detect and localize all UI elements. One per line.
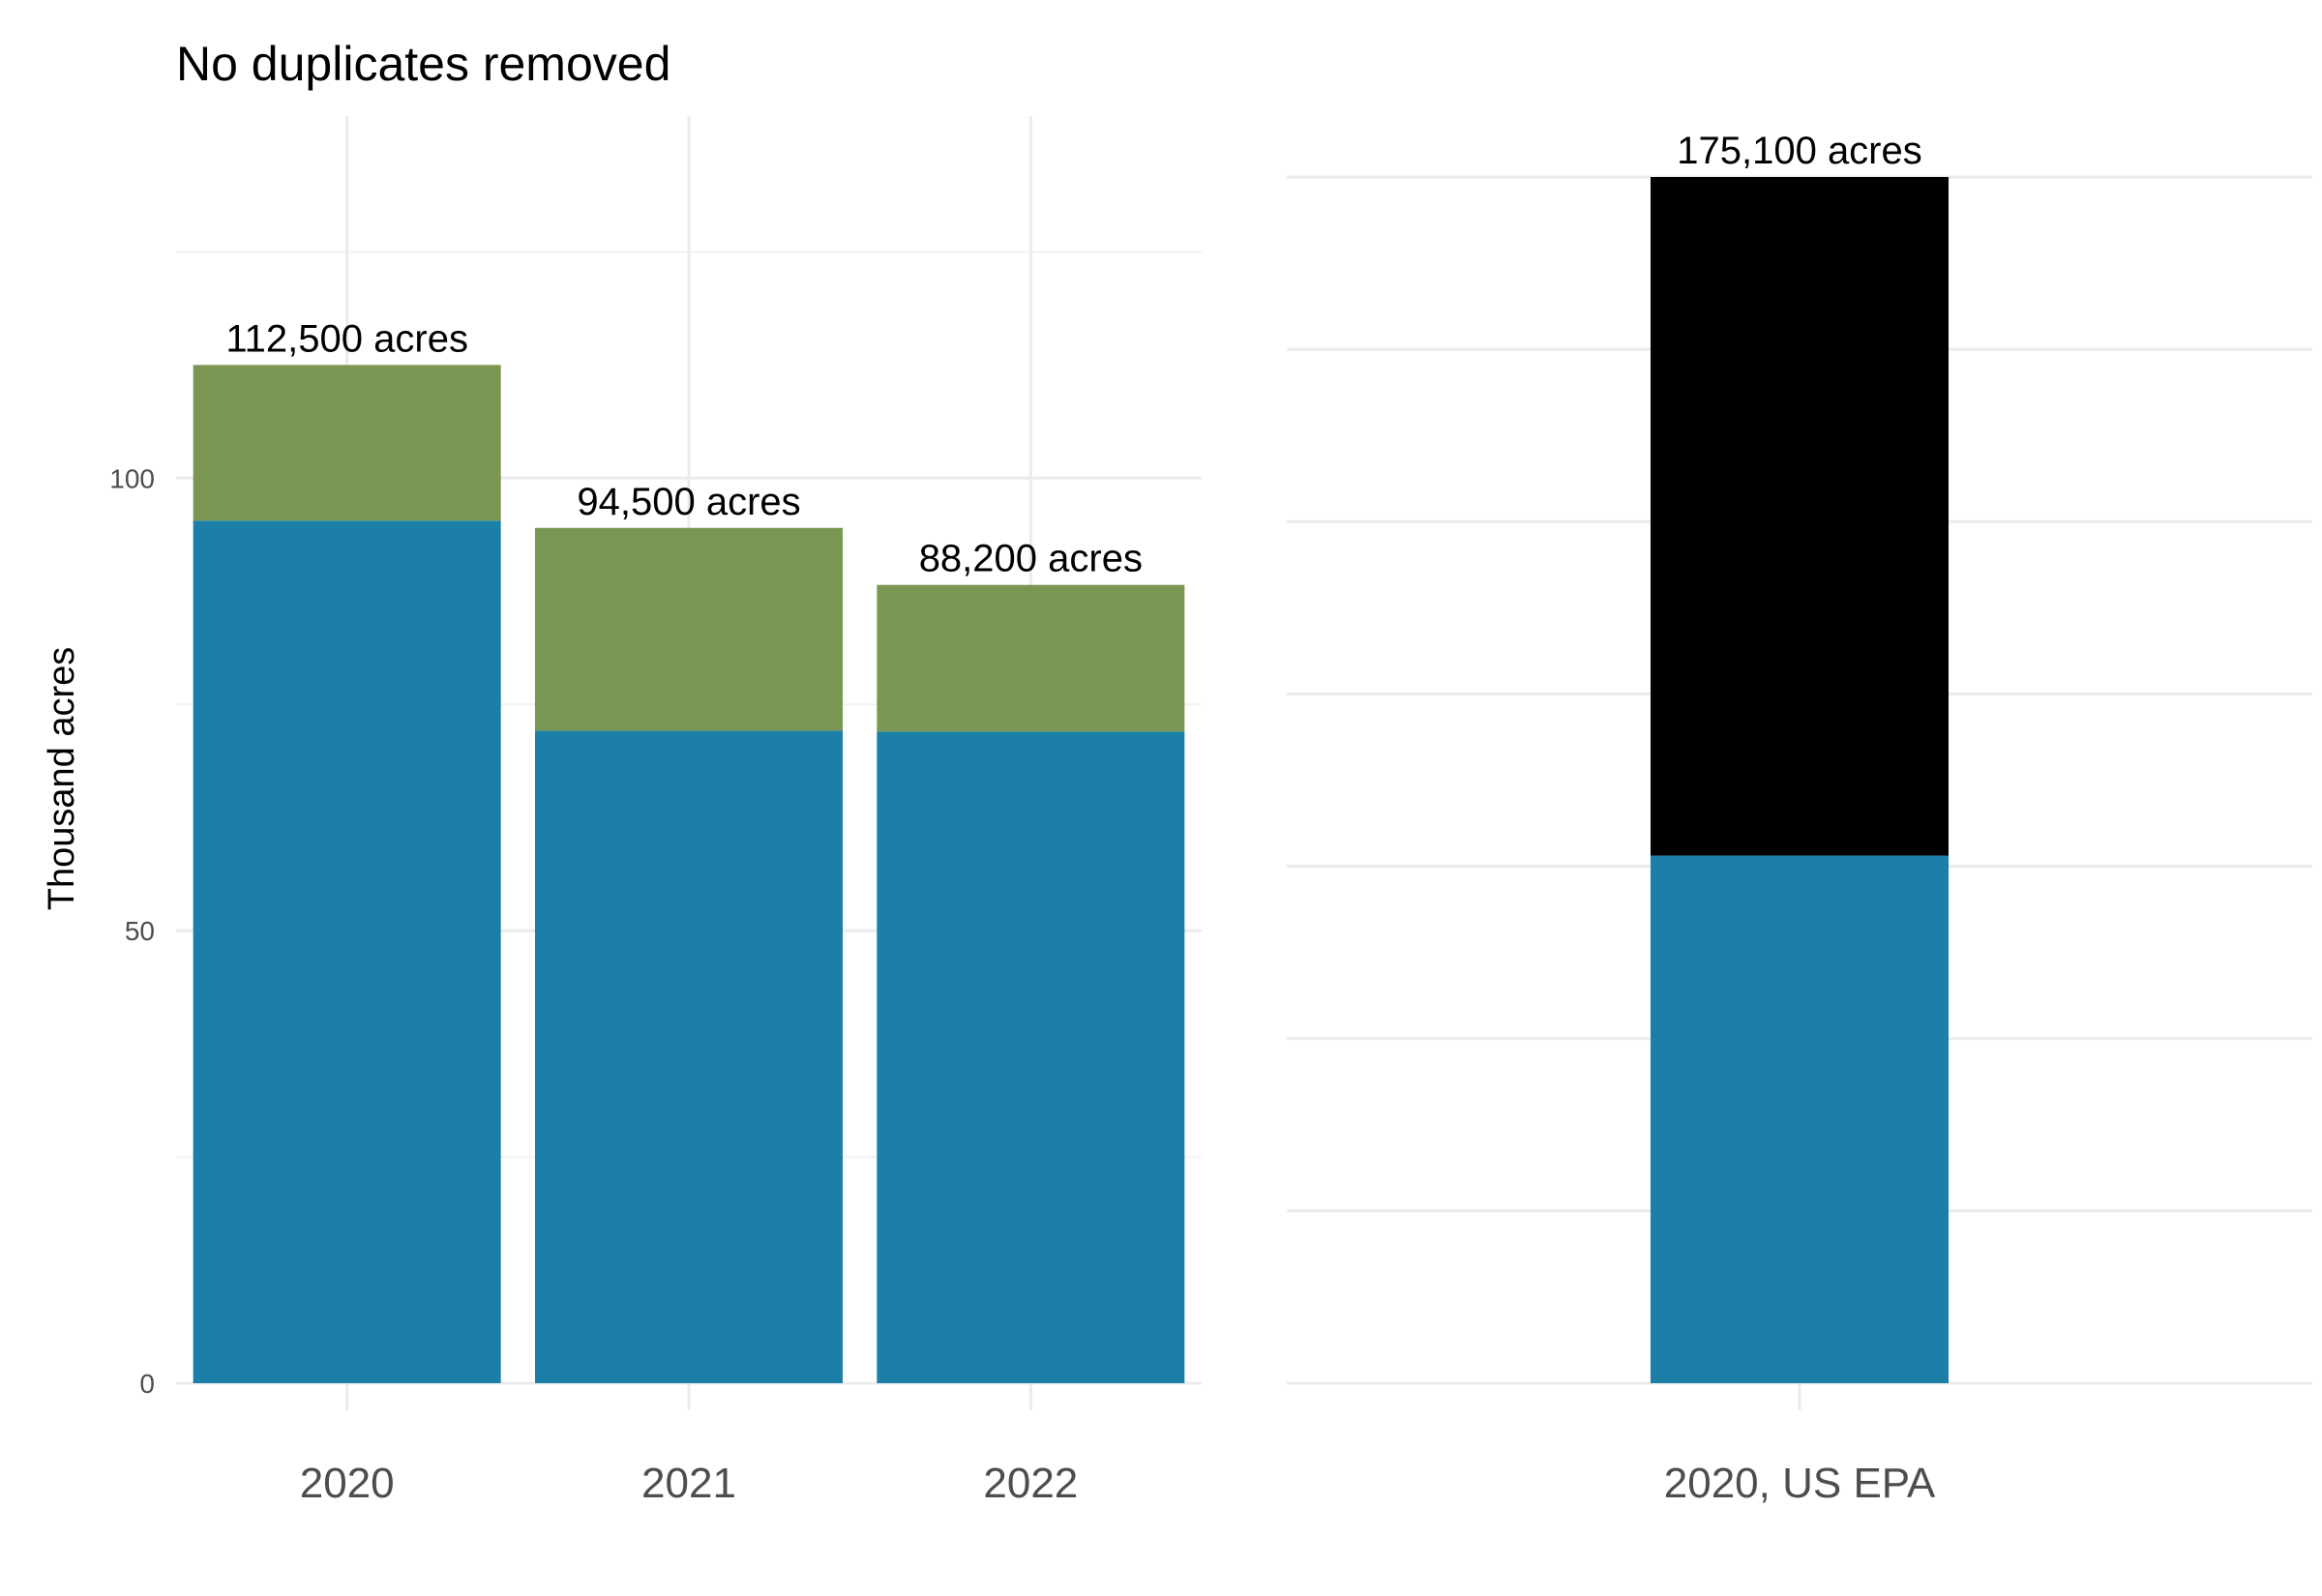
y-tick-label: 100 <box>109 463 155 493</box>
bar-segment <box>535 527 843 731</box>
bar-segment <box>1651 177 1949 856</box>
x-tick-label: 2022 <box>983 1460 1078 1507</box>
data-label: 175,100 acres <box>1677 130 1922 172</box>
x-tick-label: 2020 <box>300 1460 395 1507</box>
left-chart-panel: 112,500 acres 2020 94,500 acres 2021 88,200 … <box>109 116 1202 1507</box>
bar-segment <box>193 520 501 1383</box>
data-label: 112,500 acres <box>225 317 468 360</box>
bar-segment <box>877 731 1185 1383</box>
y-axis-label: Thousand acres <box>42 647 82 911</box>
bar-segment <box>193 365 501 521</box>
bar-segment <box>535 730 843 1383</box>
data-label: 94,500 acres <box>577 481 800 523</box>
bar-segment <box>1651 855 1949 1383</box>
y-tick-label: 50 <box>125 916 155 946</box>
right-chart-panel: 175,100 acres 2020, US EPA <box>1287 130 2312 1507</box>
x-tick-label: 2021 <box>641 1460 736 1507</box>
chart-title: No duplicates removed <box>176 37 670 91</box>
x-tick-label: 2020, US EPA <box>1664 1460 1936 1507</box>
bar-segment <box>877 584 1185 732</box>
data-label: 88,200 acres <box>919 538 1143 580</box>
y-tick-label: 0 <box>139 1369 155 1399</box>
